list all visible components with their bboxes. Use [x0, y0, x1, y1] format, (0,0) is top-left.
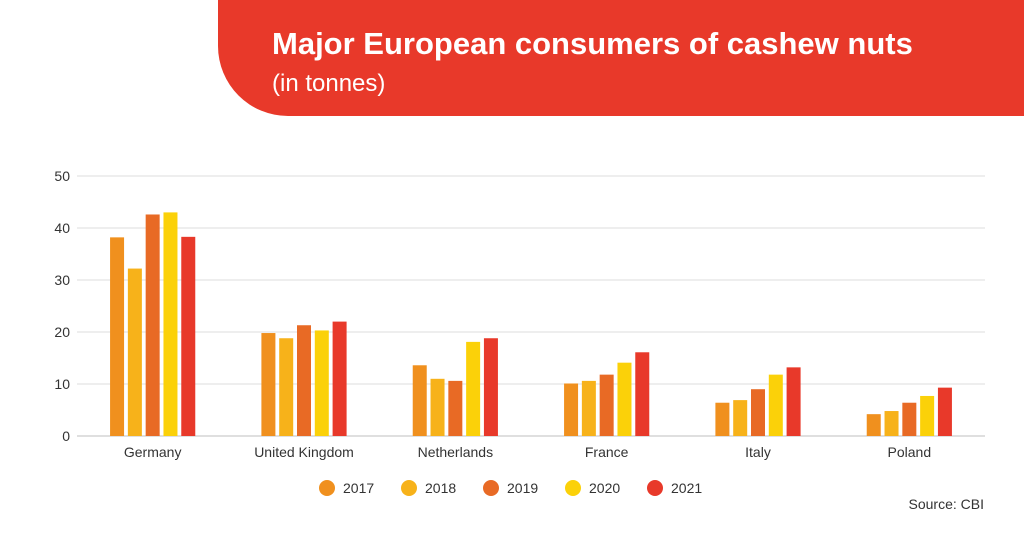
legend-swatch: [401, 480, 417, 496]
bar: [581, 380, 596, 436]
bar: [617, 362, 632, 436]
bar: [884, 411, 899, 436]
bar: [751, 389, 765, 436]
y-tick-label: 0: [62, 428, 70, 444]
y-tick-label: 10: [54, 376, 70, 392]
title-banner: [218, 0, 1024, 116]
bar: [448, 380, 463, 436]
bar: [412, 365, 427, 436]
x-tick-label: Germany: [124, 444, 182, 460]
legend-swatch: [319, 480, 335, 496]
y-tick-label: 40: [54, 220, 70, 236]
bar: [332, 321, 347, 436]
legend-label: 2021: [671, 480, 702, 496]
bar: [297, 325, 311, 436]
x-tick-label: Italy: [745, 444, 771, 460]
x-tick-label: United Kingdom: [254, 444, 354, 460]
legend-swatch: [483, 480, 499, 496]
legend-label: 2018: [425, 480, 456, 496]
bar: [181, 236, 196, 436]
y-tick-label: 50: [54, 168, 70, 184]
bar: [920, 395, 935, 436]
bar: [430, 378, 445, 436]
bar: [715, 402, 730, 436]
bar: [127, 268, 142, 436]
x-tick-label: Netherlands: [418, 444, 494, 460]
legend-swatch: [565, 480, 581, 496]
bar: [902, 402, 917, 436]
bar: [768, 374, 783, 436]
source-note: Source: CBI: [908, 496, 984, 512]
bar: [110, 237, 125, 436]
bar: [786, 367, 801, 436]
bar: [599, 374, 614, 436]
bar: [733, 400, 748, 436]
bar: [466, 341, 481, 436]
chart-title: Major European consumers of cashew nuts: [272, 26, 913, 61]
x-tick-label: Poland: [888, 444, 932, 460]
legend-label: 2020: [589, 480, 620, 496]
x-tick-label: France: [585, 444, 629, 460]
legend-label: 2019: [507, 480, 538, 496]
bar: [261, 333, 276, 436]
bar: [145, 214, 160, 436]
bar: [314, 330, 329, 436]
bar: [937, 387, 952, 436]
bar: [635, 352, 650, 436]
bar: [564, 383, 579, 436]
bar: [866, 414, 881, 436]
bar: [279, 338, 294, 436]
chart-subtitle: (in tonnes): [272, 70, 386, 97]
legend-swatch: [647, 480, 663, 496]
y-tick-label: 20: [54, 324, 70, 340]
y-tick-label: 30: [54, 272, 70, 288]
bar: [163, 212, 178, 436]
bar: [483, 338, 498, 436]
legend-label: 2017: [343, 480, 374, 496]
